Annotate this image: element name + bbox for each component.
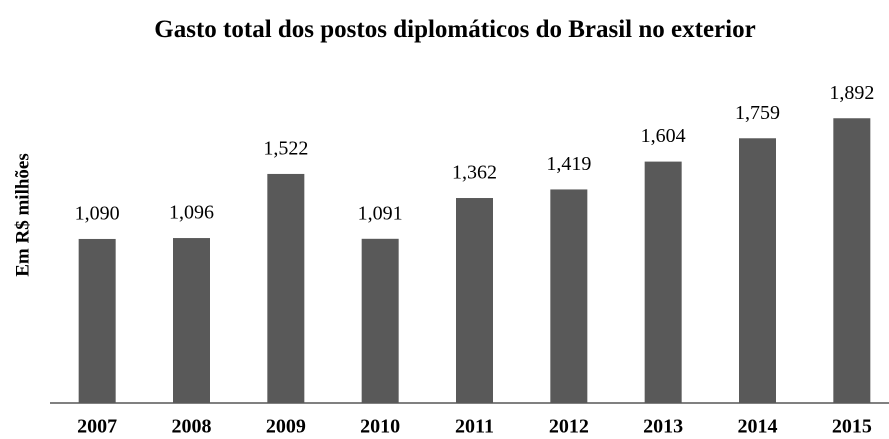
bar [78, 238, 116, 403]
data-label: 1,091 [358, 202, 403, 224]
data-label: 1,892 [829, 82, 874, 104]
x-tick-label: 2010 [360, 416, 400, 438]
x-tick-label: 2012 [549, 416, 589, 438]
data-label: 1,759 [735, 102, 780, 124]
x-tick-label: 2013 [643, 416, 683, 438]
data-label: 1,362 [452, 162, 497, 184]
bar [644, 161, 682, 403]
bar [173, 238, 210, 403]
x-tick-label: 2014 [738, 416, 778, 438]
bar [739, 138, 776, 403]
x-tick-label: 2007 [77, 416, 117, 438]
x-tick-label: 2015 [832, 416, 872, 438]
bar [833, 118, 871, 403]
x-tick-label: 2008 [172, 416, 212, 438]
bar [550, 189, 588, 403]
x-tick-label: 2011 [455, 416, 494, 438]
x-tick-label: 2009 [266, 416, 306, 438]
bar [267, 173, 305, 403]
data-label: 1,604 [641, 125, 686, 147]
data-label: 1,096 [169, 202, 214, 224]
y-axis-label: Em R$ milhões [12, 153, 33, 277]
data-label: 1,090 [75, 203, 120, 225]
data-label: 1,419 [546, 153, 591, 175]
data-label: 1,522 [263, 138, 308, 160]
bar [456, 198, 493, 403]
bar [361, 238, 399, 403]
chart-title: Gasto total dos postos diplomáticos do B… [154, 16, 756, 43]
